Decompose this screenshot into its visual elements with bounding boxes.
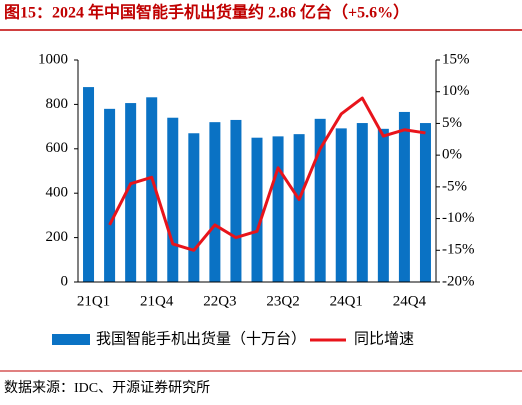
bar [209,122,221,282]
y2-tick-label: -15% [442,242,475,258]
y-tick-label: 600 [46,140,69,156]
y2-tick-label: 0% [442,147,462,163]
bar [104,108,116,282]
y2-tick-label: 10% [442,83,470,99]
y2-tick-label: -20% [442,273,475,289]
legend-swatch [52,334,90,345]
y2-tick-label: 5% [442,115,462,131]
bar [167,117,179,282]
bar [293,134,305,282]
bar [146,97,158,283]
bar [83,87,95,282]
bar [377,128,389,282]
bar [419,123,431,282]
bar [314,118,326,282]
x-tick-label: 23Q2 [266,293,299,309]
line [108,96,426,252]
x-tick-label: 24Q4 [393,293,427,309]
bar [230,119,242,282]
x-tick-label: 21Q4 [140,293,174,309]
legend-label: 同比增速 [354,330,414,347]
y-tick-label: 1000 [38,51,68,67]
bar [398,111,410,282]
y2-tick-label: -10% [442,210,475,226]
bar [251,137,263,282]
x-tick-label: 22Q3 [203,293,236,309]
bar [188,133,200,282]
bar [335,128,347,282]
x-tick-label: 24Q1 [330,293,363,309]
x-tick-label: 21Q1 [77,293,110,309]
source: 数据来源：IDC、开源证券研究所 [4,380,210,396]
y-tick-label: 800 [46,96,69,112]
y-tick-label: 0 [61,273,69,289]
y2-tick-label: -5% [442,178,467,194]
bar [272,136,284,282]
bar [356,123,368,282]
y-tick-label: 400 [46,185,69,201]
y2-tick-label: 15% [442,51,470,67]
y-tick-label: 200 [46,229,69,245]
bar [125,103,137,283]
legend-label: 我国智能手机出货量（十万台） [96,329,306,347]
chart-title: 图15：2024 年中国智能手机出货量约 2.86 亿台（+5.6%） [4,3,409,22]
